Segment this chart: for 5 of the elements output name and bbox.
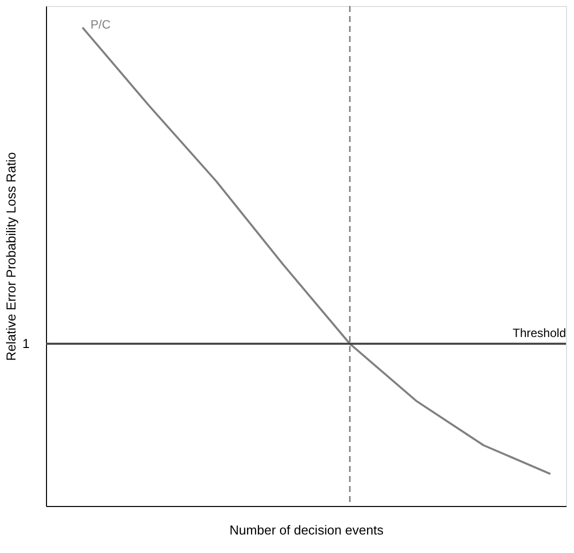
text: 1 (22, 336, 30, 351)
series-label: P/C (90, 18, 111, 32)
y-axis-title: Relative Error Probability Loss Ratio (4, 152, 18, 361)
x-axis-title: Number of decision events (230, 522, 384, 538)
ref-line-label: Threshold (512, 326, 566, 340)
